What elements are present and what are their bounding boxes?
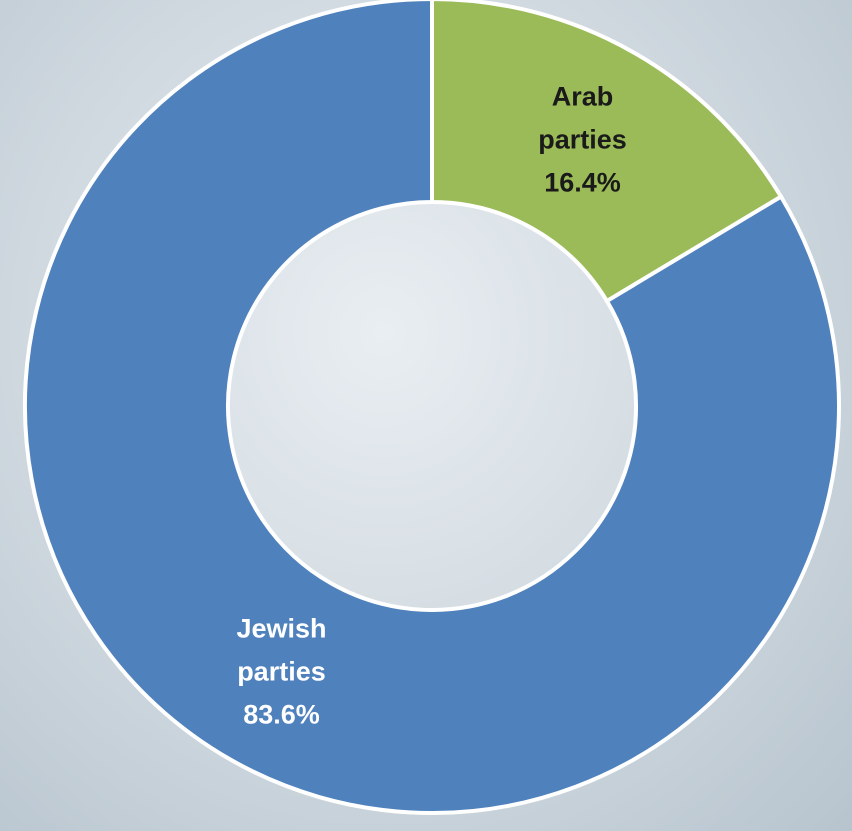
value-label: 83.6% (243, 699, 320, 730)
data-label: Jewish parties 83.6% (216, 607, 346, 736)
donut-segment (23, 0, 841, 815)
data-label: Arab parties 16.4% (518, 76, 648, 205)
value-label: 16.4% (544, 167, 621, 198)
category-label: Arab parties (538, 81, 627, 155)
donut-segment (430, 0, 784, 304)
category-label: Jewish parties (236, 613, 327, 687)
